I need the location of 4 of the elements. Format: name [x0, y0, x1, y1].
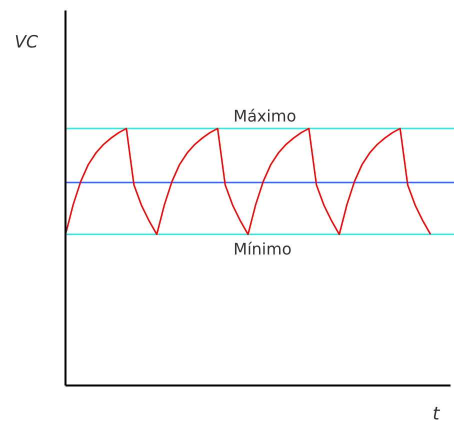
y-axis-title: VC: [14, 32, 38, 52]
ref-line-label: Máximo: [233, 106, 296, 126]
ref-line-label: Mínimo: [233, 239, 292, 258]
x-axis-title: t: [432, 404, 440, 424]
